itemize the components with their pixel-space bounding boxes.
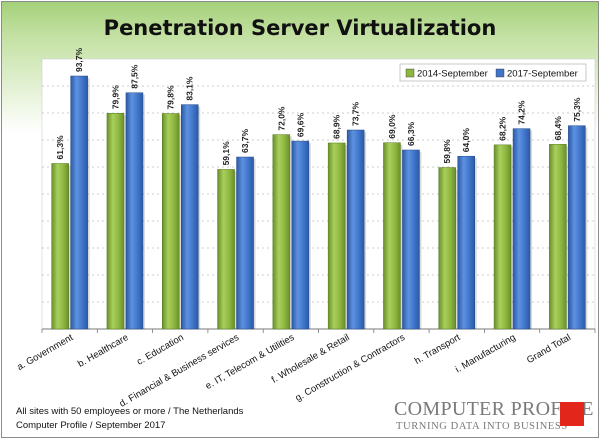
category-label: a. Government: [15, 332, 75, 373]
bar-series-2: [512, 128, 531, 330]
legend-label: 2017-September: [507, 69, 578, 80]
category-label: h. Transport: [413, 332, 463, 367]
data-label: 66,3%: [406, 121, 416, 146]
bar-series-2: [70, 75, 88, 330]
category-label: i. Manufacturing: [454, 332, 518, 375]
chart-title: Penetration Server Virtualization: [103, 16, 497, 40]
data-label: 64,0%: [461, 128, 471, 153]
logo-tagline: TURNING DATA INTO BUSINESS: [396, 421, 568, 432]
bar-series-1: [493, 144, 512, 330]
category-label: g. Construction & Contractors: [294, 332, 408, 404]
category-label: Grand Total: [525, 332, 573, 366]
bar-series-2: [291, 140, 310, 330]
legend-swatch: [405, 68, 415, 78]
data-label: 83,1%: [185, 76, 195, 101]
footnote-line-1: All sites with 50 employees or more / Th…: [16, 406, 244, 417]
bar-series-2: [236, 156, 254, 330]
bar-series-1: [549, 144, 567, 330]
data-label: 93,7%: [74, 47, 84, 72]
legend-label: 2014-September: [417, 69, 488, 80]
category-label: e. IT, Telecom & Utilities: [204, 332, 297, 392]
category-label: c. Education: [135, 332, 186, 368]
bar-series-2: [402, 149, 420, 330]
data-label: 75,3%: [572, 97, 582, 122]
data-label: 59,8%: [442, 139, 452, 164]
bar-series-2: [568, 125, 586, 330]
bar-series-2: [181, 104, 199, 330]
bar-series-2: [125, 92, 144, 330]
bar-series-1: [327, 142, 346, 330]
legend-box: [399, 63, 587, 82]
bar-series-1: [162, 113, 180, 330]
legend-swatch: [495, 68, 505, 78]
data-label: 69,6%: [295, 113, 305, 138]
logo-name: COMPUTER PROFILE: [394, 398, 594, 420]
bar-series-2: [457, 155, 475, 330]
bar-series-1: [51, 163, 69, 330]
data-label: 63,7%: [240, 128, 250, 153]
data-label: 68,4%: [553, 116, 563, 141]
data-label: 69,0%: [387, 114, 397, 139]
bar-series-1: [272, 134, 291, 330]
category-label: b. Healthcare: [76, 332, 130, 370]
data-label: 72,0%: [276, 106, 286, 131]
footnote-line-2: Computer Profile / September 2017: [16, 420, 166, 431]
data-label: 68,9%: [332, 114, 342, 139]
bar-series-2: [346, 129, 365, 330]
data-label: 73,7%: [351, 101, 361, 126]
bar-series-1: [383, 142, 401, 330]
bar-series-1: [106, 113, 125, 330]
data-label: 61,3%: [55, 135, 65, 160]
bar-series-1: [217, 169, 235, 330]
data-label: 68,2%: [498, 116, 508, 141]
bar-series-1: [438, 167, 456, 330]
data-label: 59,1%: [221, 141, 231, 166]
data-label: 74,2%: [517, 100, 527, 125]
data-label: 79,9%: [110, 85, 120, 110]
logo-red-square: [560, 402, 584, 426]
data-label: 79,8%: [166, 85, 176, 110]
data-label: 87,5%: [129, 64, 139, 89]
